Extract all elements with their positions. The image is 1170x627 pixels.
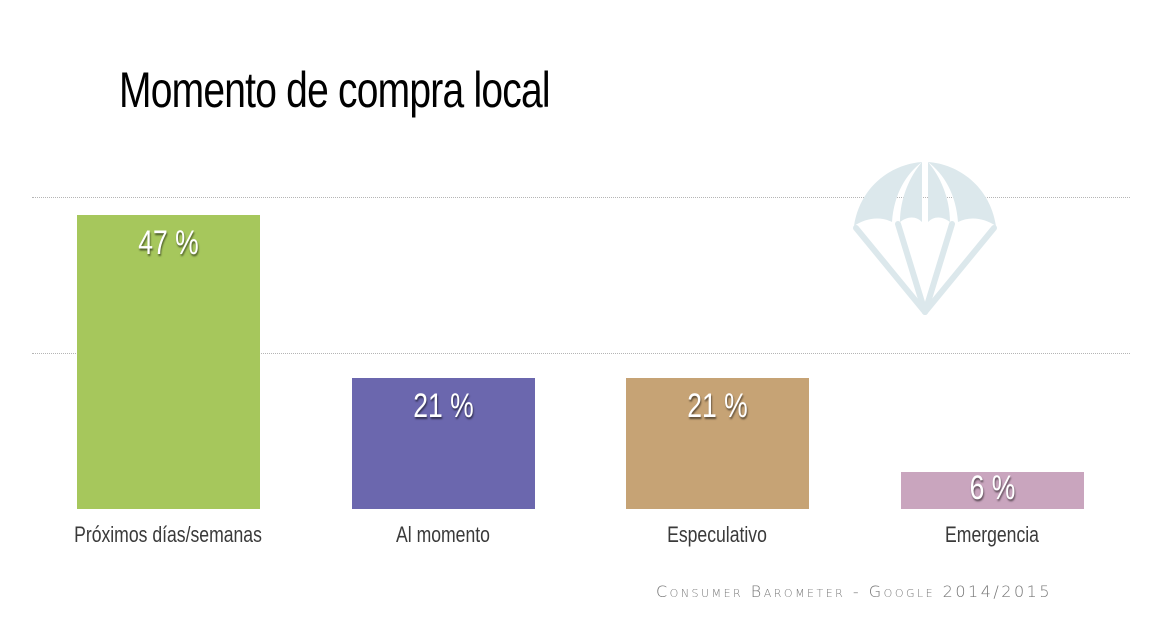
bar-value: 47 % bbox=[138, 224, 199, 262]
category-label: Emergencia bbox=[945, 522, 1039, 547]
category-label: Especulativo bbox=[667, 522, 767, 547]
category-label: Próximos días/semanas bbox=[74, 522, 262, 547]
bar-emergencia: 6 % bbox=[901, 469, 1084, 509]
source-caption: Consumer Barometer - Google 2014/2015 bbox=[656, 582, 1052, 601]
bar-proximos-dias: 47 % bbox=[77, 215, 260, 509]
bar-al-momento: 21 % bbox=[352, 378, 535, 509]
bar-value: 21 % bbox=[687, 387, 748, 425]
parachute-icon bbox=[853, 162, 997, 315]
category-label: Al momento bbox=[396, 522, 490, 547]
chart-title: Momento de compra local bbox=[119, 62, 551, 118]
bar-value: 6 % bbox=[969, 469, 1016, 507]
gridline-25 bbox=[32, 353, 1130, 354]
bar-especulativo: 21 % bbox=[626, 378, 809, 509]
bar-value: 21 % bbox=[413, 387, 474, 425]
gridline-50 bbox=[32, 197, 1130, 198]
